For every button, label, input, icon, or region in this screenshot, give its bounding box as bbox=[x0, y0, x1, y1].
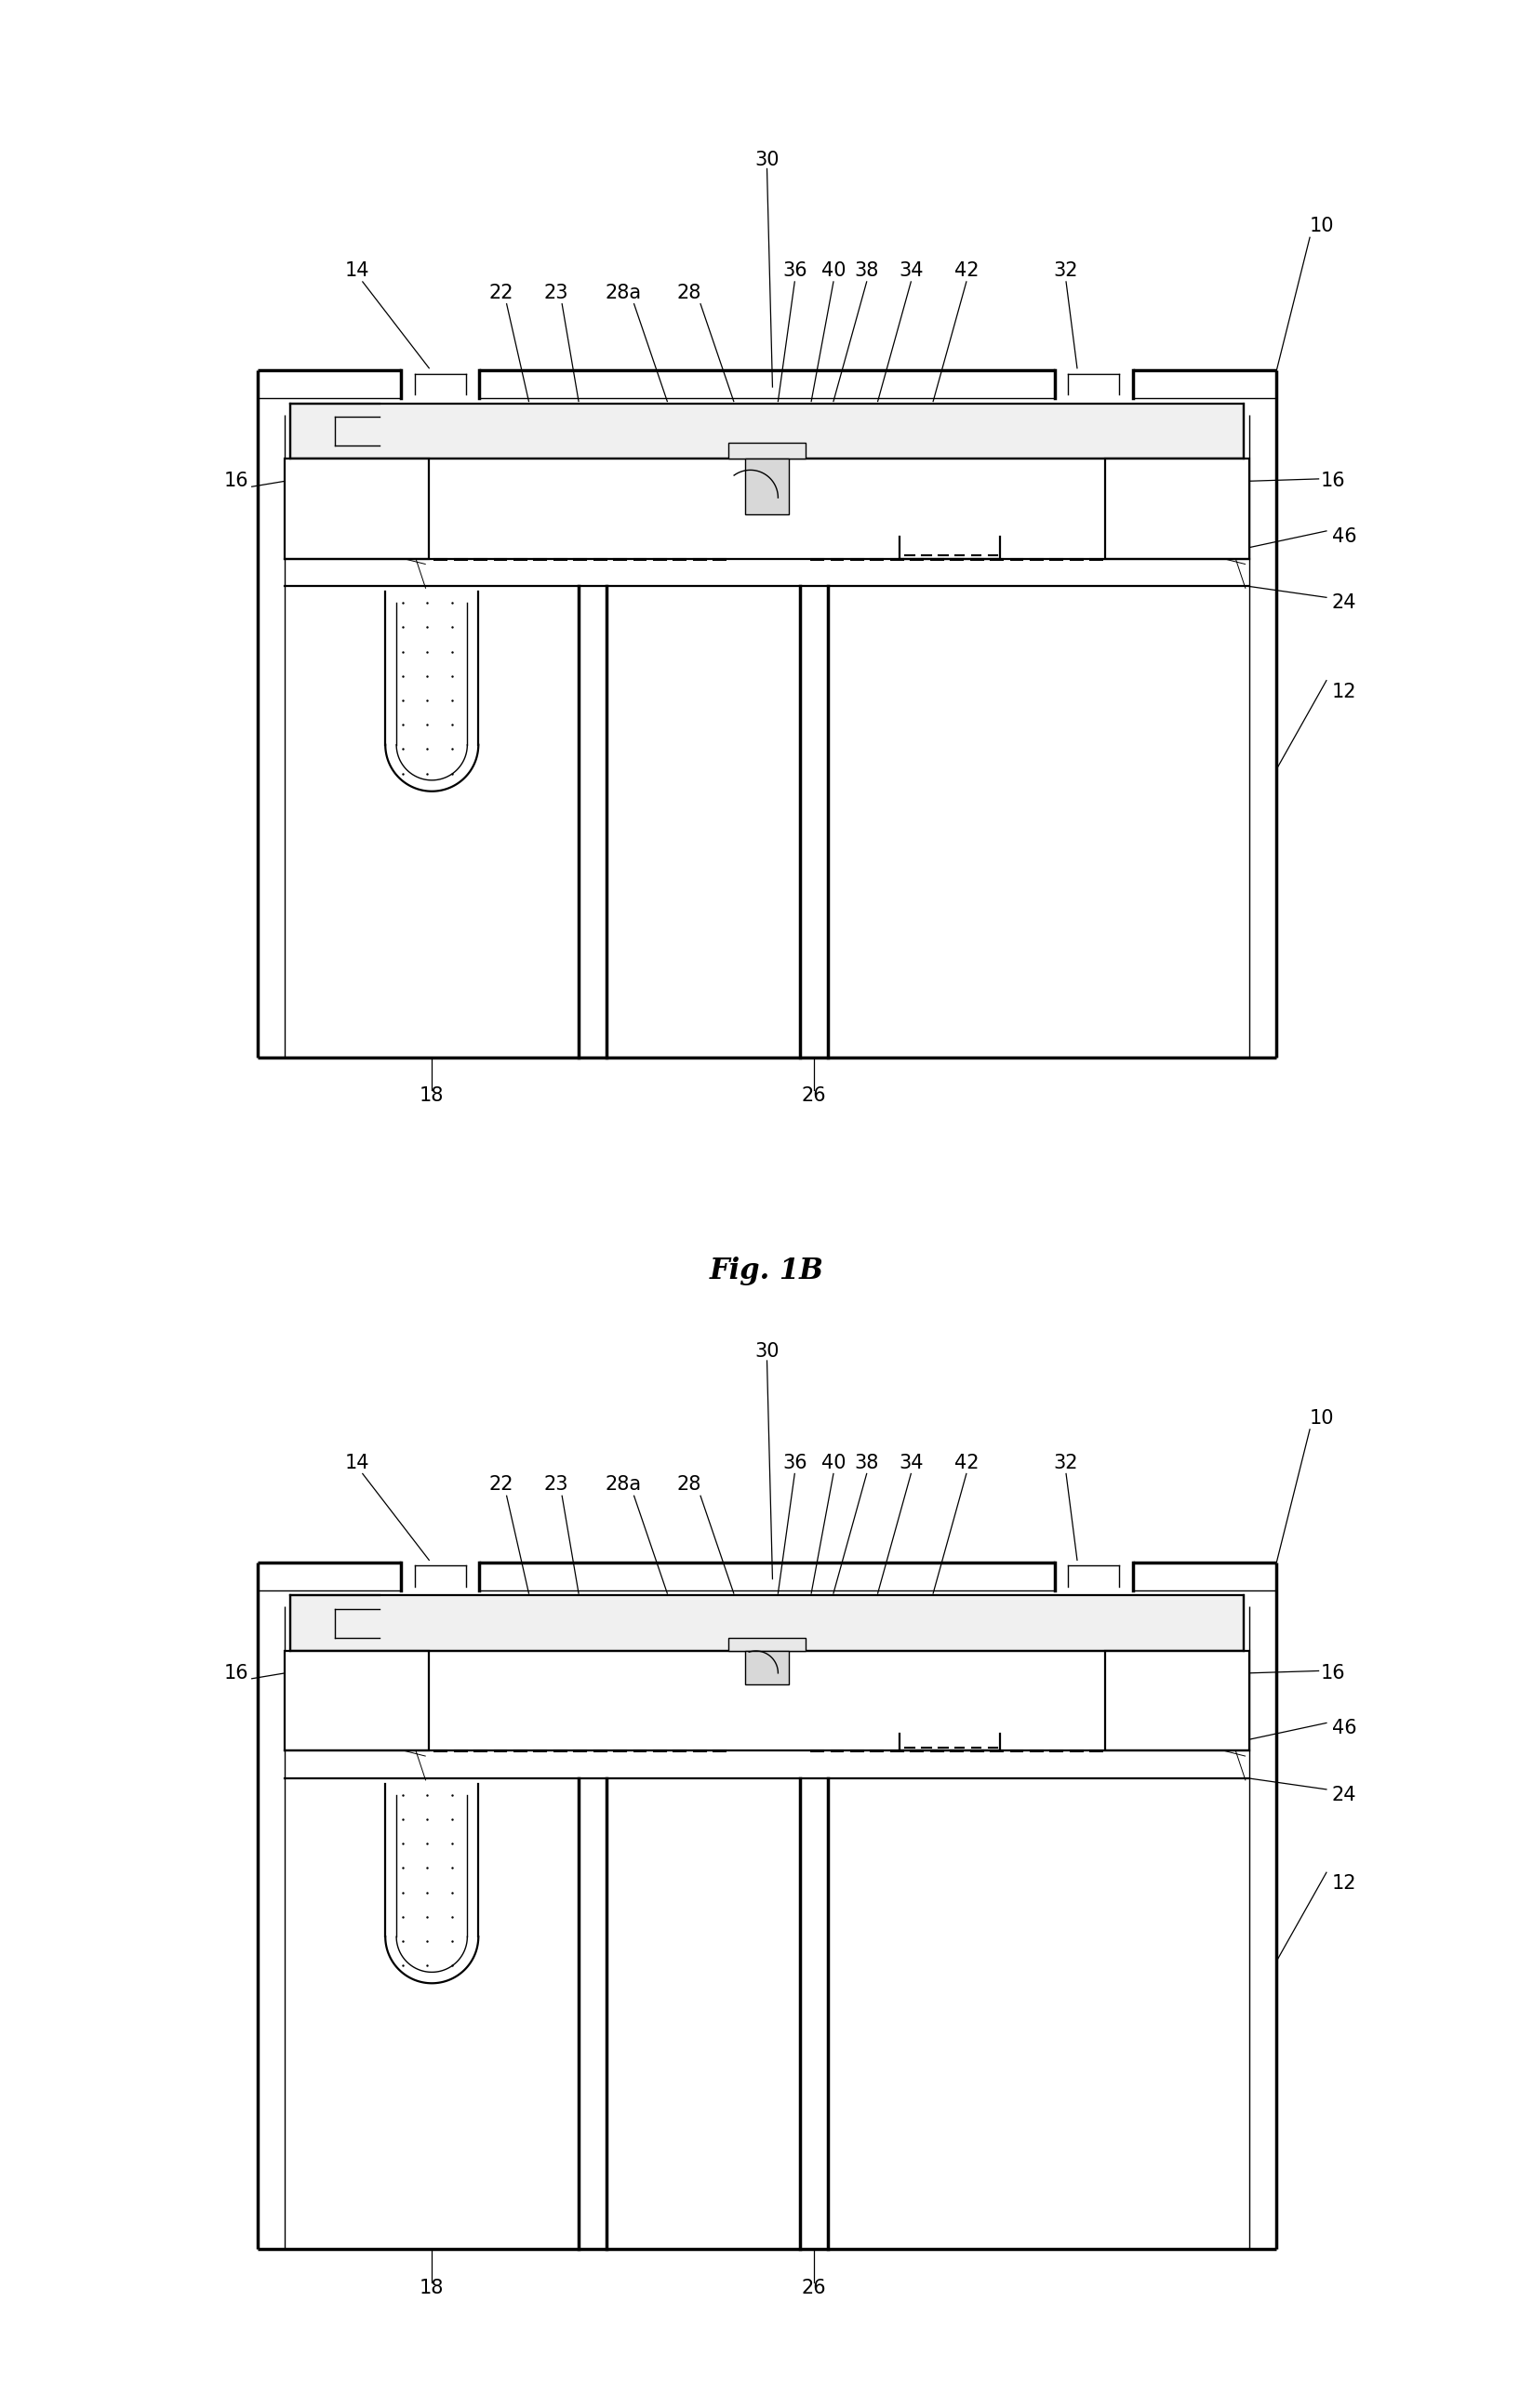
Text: 16: 16 bbox=[1320, 472, 1344, 491]
Bar bbox=[290, 1597, 1243, 1652]
Text: 24: 24 bbox=[1331, 1787, 1355, 1804]
Text: 12: 12 bbox=[1331, 681, 1355, 701]
Text: 22: 22 bbox=[489, 284, 514, 301]
Text: 22: 22 bbox=[489, 1476, 514, 1493]
Text: 34: 34 bbox=[898, 262, 923, 279]
Text: 26: 26 bbox=[802, 2278, 826, 2297]
Text: 38: 38 bbox=[854, 262, 878, 279]
Text: 10: 10 bbox=[1309, 217, 1334, 236]
Text: 23: 23 bbox=[544, 1476, 569, 1493]
Bar bbox=[285, 460, 429, 559]
Bar bbox=[728, 443, 805, 460]
Text: 26: 26 bbox=[802, 1086, 826, 1105]
Bar bbox=[290, 405, 1243, 460]
Text: 42: 42 bbox=[954, 262, 978, 279]
Text: 28a: 28a bbox=[604, 1476, 641, 1493]
Text: 24: 24 bbox=[1331, 595, 1355, 612]
Text: Fig. 1B: Fig. 1B bbox=[710, 1257, 823, 1286]
Text: 30: 30 bbox=[754, 1344, 779, 1361]
Text: 36: 36 bbox=[782, 1454, 806, 1471]
Text: 40: 40 bbox=[820, 1454, 845, 1471]
Text: 18: 18 bbox=[420, 2278, 445, 2297]
Text: 42: 42 bbox=[954, 1454, 978, 1471]
Text: 46: 46 bbox=[1331, 1719, 1355, 1739]
Bar bbox=[285, 1652, 429, 1751]
Text: 36: 36 bbox=[782, 262, 806, 279]
Text: 28: 28 bbox=[676, 1476, 701, 1493]
Text: 38: 38 bbox=[854, 1454, 878, 1471]
Text: 16: 16 bbox=[224, 1664, 248, 1683]
Text: 32: 32 bbox=[1053, 1454, 1078, 1471]
Text: 12: 12 bbox=[1331, 1873, 1355, 1893]
Text: 10: 10 bbox=[1309, 1409, 1334, 1428]
Text: 40: 40 bbox=[820, 262, 845, 279]
Bar bbox=[745, 1652, 788, 1683]
Bar bbox=[728, 1637, 805, 1652]
Text: 30: 30 bbox=[754, 152, 779, 169]
Text: 34: 34 bbox=[898, 1454, 923, 1471]
Text: 16: 16 bbox=[224, 472, 248, 491]
Text: 28a: 28a bbox=[604, 284, 641, 301]
Text: 32: 32 bbox=[1053, 262, 1078, 279]
Text: 14: 14 bbox=[345, 262, 369, 279]
Text: 18: 18 bbox=[420, 1086, 445, 1105]
Bar bbox=[1104, 1652, 1248, 1751]
Bar bbox=[745, 460, 788, 515]
Text: 23: 23 bbox=[544, 284, 569, 301]
Text: 46: 46 bbox=[1331, 527, 1355, 547]
Text: 16: 16 bbox=[1320, 1664, 1344, 1683]
Bar bbox=[1104, 460, 1248, 559]
Text: 14: 14 bbox=[345, 1454, 369, 1471]
Text: 28: 28 bbox=[676, 284, 701, 301]
